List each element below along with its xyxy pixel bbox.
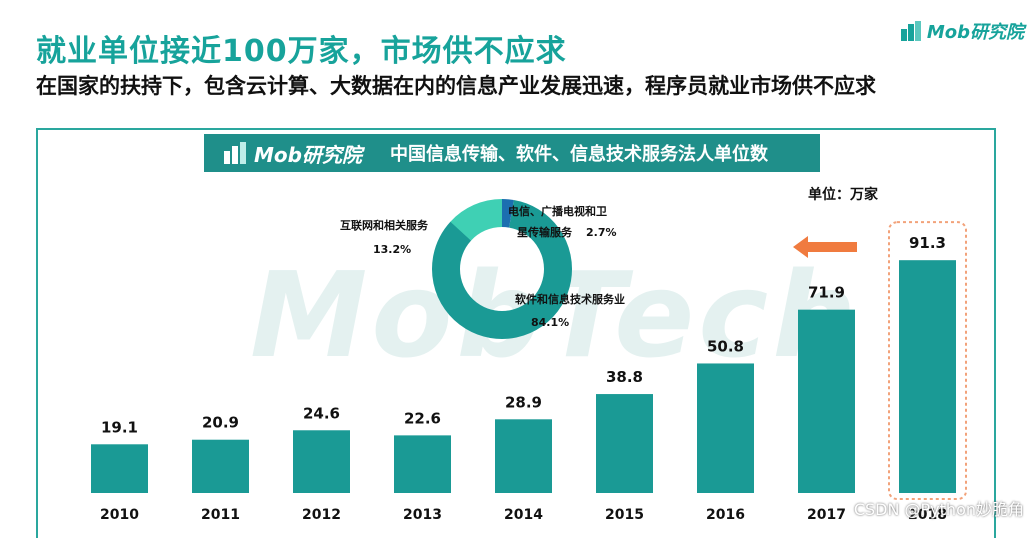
- donut-slice: [432, 199, 572, 339]
- x-tick-label: 2018: [908, 507, 947, 523]
- x-tick-label: 2011: [201, 507, 240, 523]
- bar-value-label: 19.1: [101, 418, 138, 436]
- bar-value-label: 91.3: [909, 234, 946, 252]
- banner-brand-name: Mob研究院: [254, 142, 362, 167]
- bar: [192, 439, 249, 493]
- x-tick-label: 2010: [100, 507, 139, 523]
- donut-slice-value: 2.7%: [586, 226, 617, 239]
- bar-value-label: 24.6: [303, 404, 340, 422]
- highlight-box: [888, 221, 967, 500]
- bar: [596, 394, 653, 493]
- brand-name: Mob研究院: [926, 22, 1024, 43]
- donut-slice: [432, 199, 572, 339]
- bar: [495, 419, 552, 493]
- x-tick-label: 2015: [605, 507, 644, 523]
- mob-logo-icon: [900, 21, 921, 41]
- chart-canvas: 19.1 2010 20.9 2011 24.6 2012 22.6 2013 28.9 2014…: [91, 199, 967, 523]
- chart-panel: [36, 128, 996, 538]
- bar: [798, 309, 855, 493]
- donut-slice-label: 电信、广播电视和卫: [508, 204, 607, 218]
- x-tick-label: 2014: [504, 507, 543, 523]
- donut-slice-value: 84.1%: [531, 316, 569, 329]
- chart-banner: Mob研究院 中国信息传输、软件、信息技术服务法人单位数: [204, 134, 820, 172]
- x-tick-label: 2012: [302, 507, 341, 523]
- donut-slice: [432, 199, 572, 340]
- csdn-credit: CSDN @Python妙脆角: [853, 500, 1024, 519]
- donut-slice-label: 软件和信息技术服务业: [515, 292, 625, 306]
- x-tick-label: 2017: [807, 507, 846, 523]
- banner-brand: Mob研究院: [224, 139, 362, 168]
- page-title: 就业单位接近100万家，市场供不应求: [36, 34, 567, 69]
- arrow-icon: [793, 236, 857, 258]
- bar-value-label: 71.9: [808, 284, 845, 302]
- page-subtitle: 在国家的扶持下，包含云计算、大数据在内的信息产业发展迅速，程序员就业市场供不应求: [36, 74, 876, 98]
- brand-logo-top: Mob研究院: [900, 18, 1024, 44]
- bar-value-label: 20.9: [202, 414, 239, 432]
- mob-logo-icon: [224, 142, 246, 164]
- bar-value-label: 50.8: [707, 337, 744, 355]
- donut-slice-label: 互联网和相关服务: [340, 218, 429, 232]
- bar: [697, 363, 754, 493]
- bar: [91, 444, 148, 493]
- bar-value-label: 38.8: [606, 368, 643, 386]
- unit-label: 单位：万家: [808, 187, 878, 203]
- chart-title: 中国信息传输、软件、信息技术服务法人单位数: [389, 144, 768, 165]
- donut-slice-label: 星传输服务: [517, 225, 573, 239]
- bar: [293, 430, 350, 493]
- bar: [394, 435, 451, 493]
- x-tick-label: 2016: [706, 507, 745, 523]
- bar-value-label: 22.6: [404, 409, 441, 427]
- bar-value-label: 28.9: [505, 393, 542, 411]
- x-tick-label: 2013: [403, 507, 442, 523]
- donut-slice-value: 13.2%: [373, 243, 411, 256]
- bar: [899, 260, 956, 493]
